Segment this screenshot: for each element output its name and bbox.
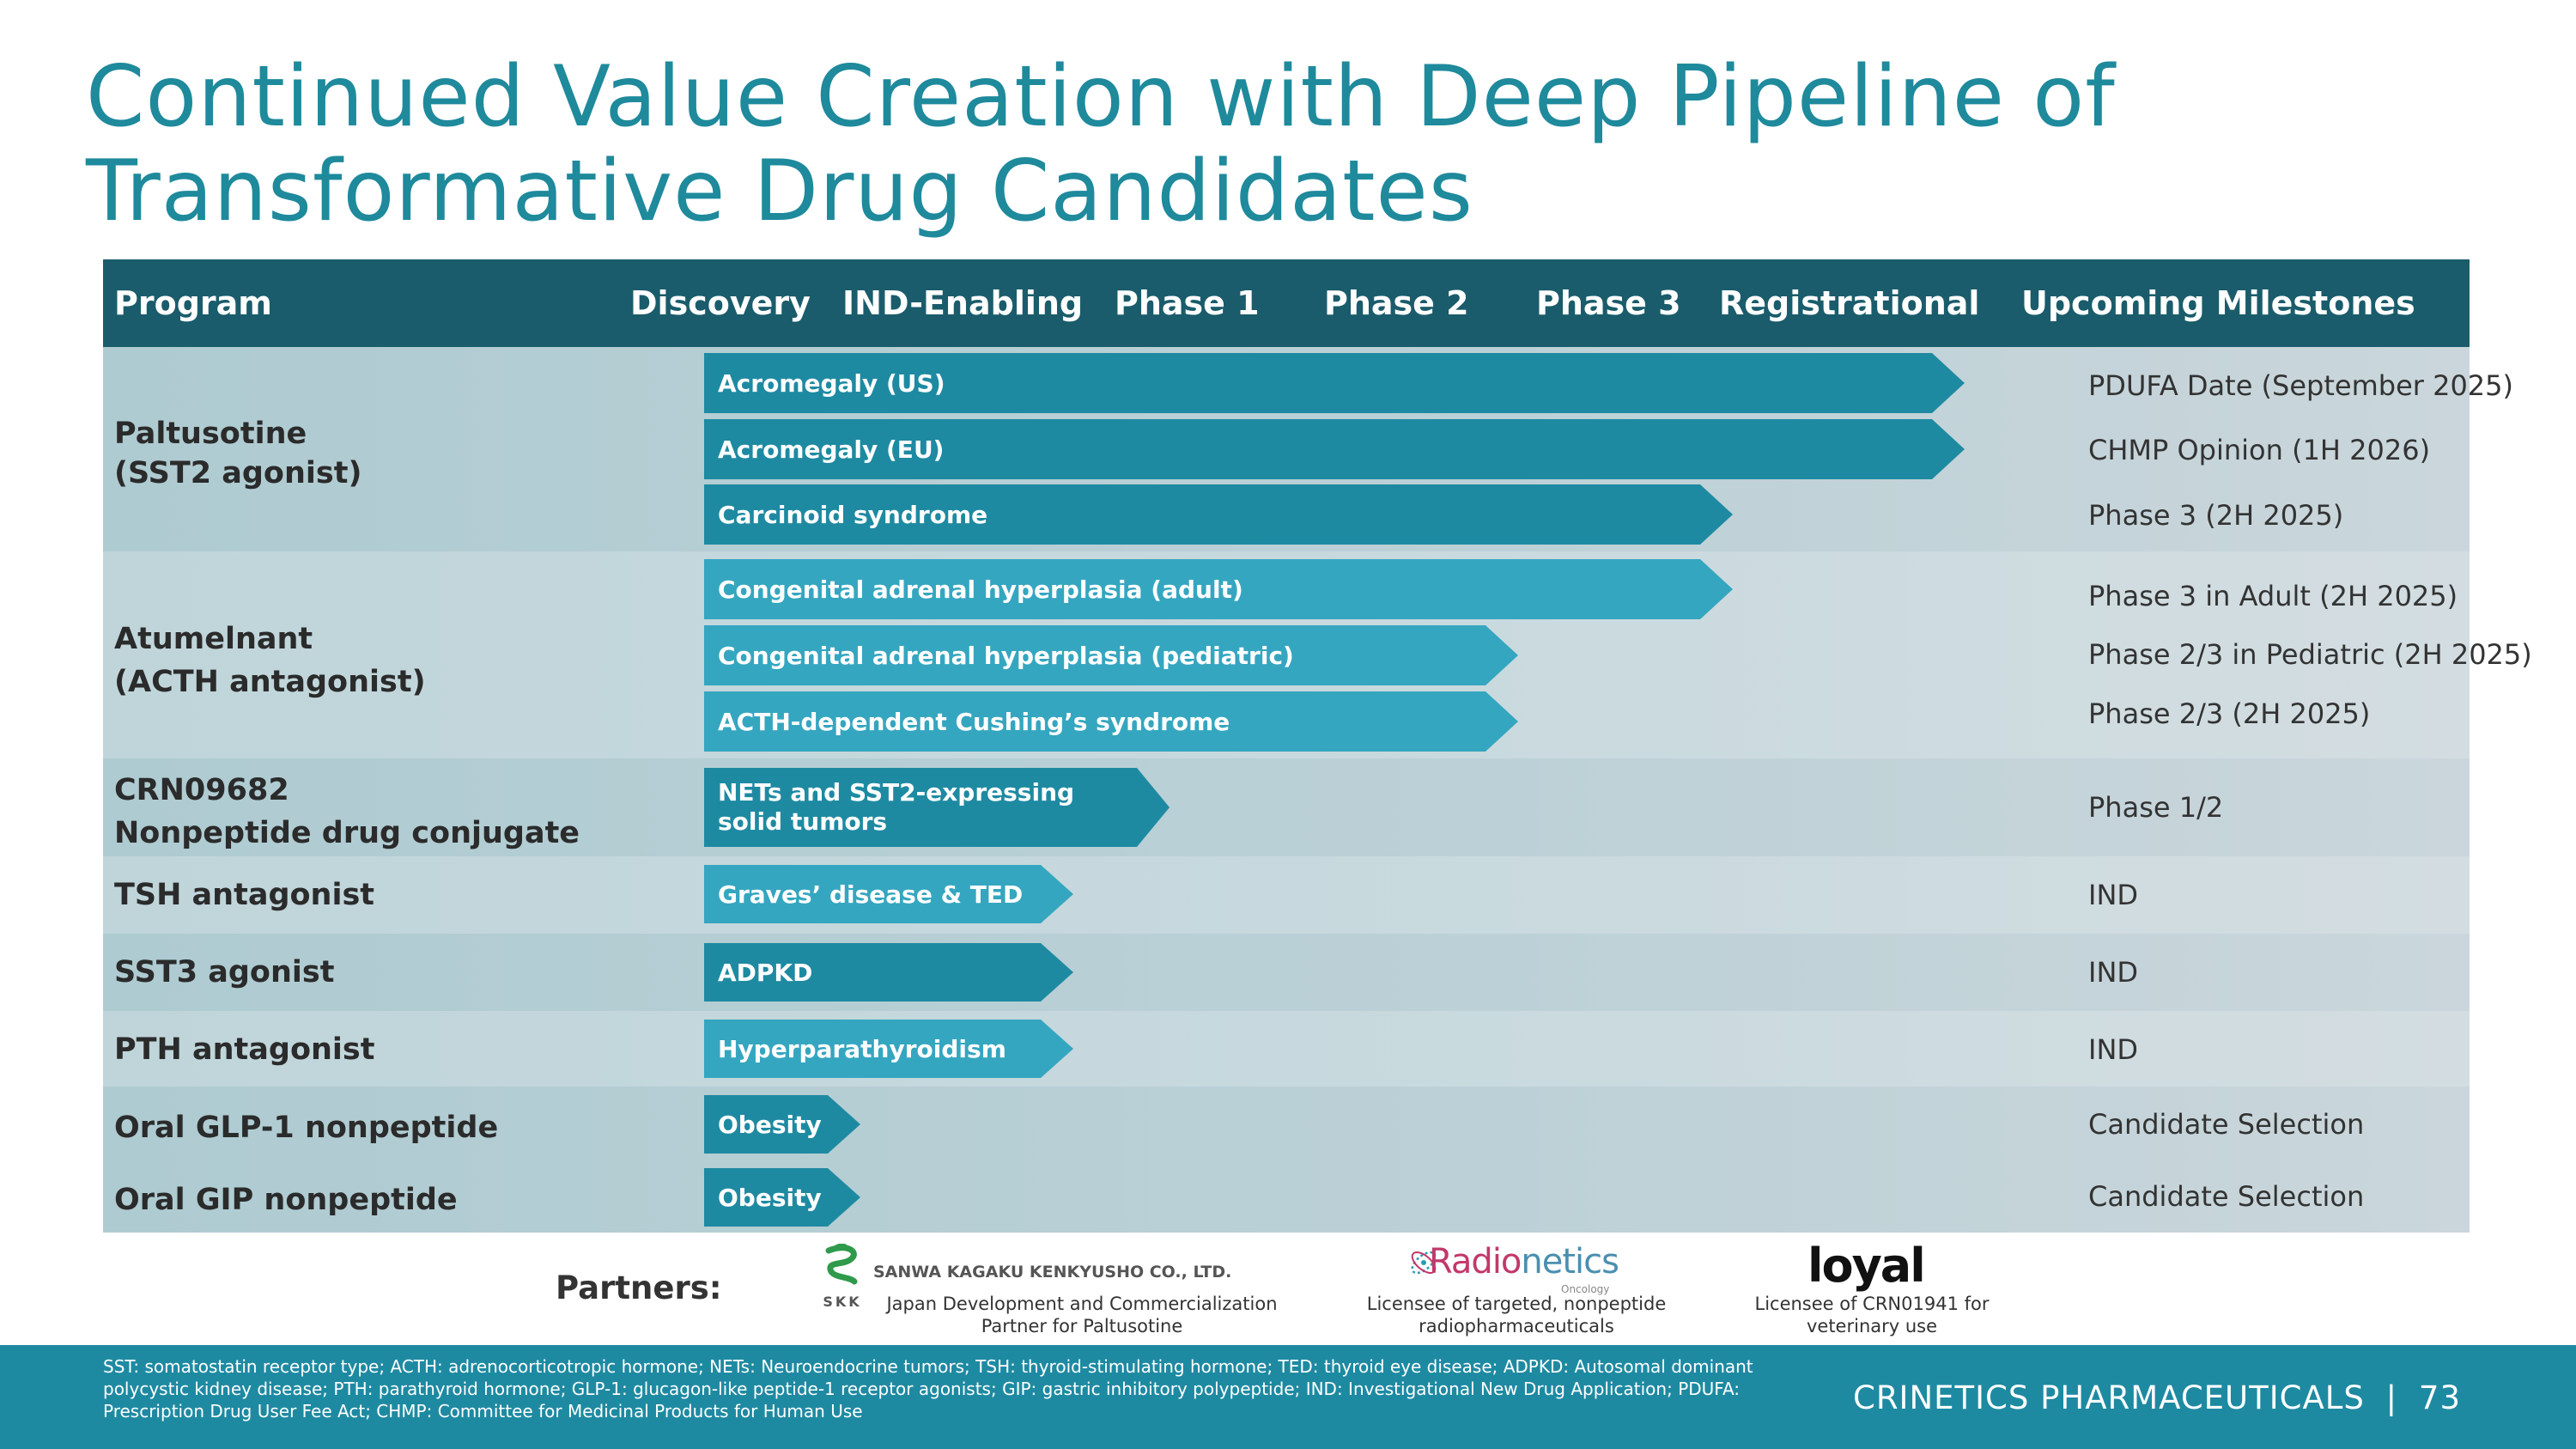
- program-name-sst3-agonist: SST3 agonist: [114, 955, 335, 989]
- program-row-oral-incretins: Oral GLP-1 nonpeptide Oral GIP nonpeptid…: [103, 1087, 2470, 1233]
- page-title: Continued Value Creation with Deep Pipel…: [86, 50, 2404, 239]
- milestone-acromegaly-eu: CHMP Opinion (1H 2026): [2088, 434, 2431, 466]
- milestone-adpkd: IND: [2088, 956, 2139, 989]
- skk-mark: SKK: [823, 1294, 862, 1310]
- radionetics-logo: Radionetics Oncology: [1405, 1237, 1628, 1297]
- pipeline-bar-acromegaly-us: Acromegaly (US): [704, 353, 1965, 413]
- partners-label: Partners:: [556, 1269, 722, 1306]
- milestone-obesity-gip: Candidate Selection: [2088, 1180, 2365, 1213]
- bar-label: ACTH-dependent Cushing’s syndrome: [718, 707, 1230, 736]
- pipeline-bar-cah-pediatric: Congenital adrenal hyperplasia (pediatri…: [704, 625, 1518, 685]
- milestone-cah-pediatric: Phase 2/3 in Pediatric (2H 2025): [2088, 638, 2532, 671]
- footer-brand: CRINETICS PHARMACEUTICALS | 73: [1853, 1379, 2461, 1416]
- header-discovery: Discovery: [630, 284, 811, 322]
- atom-icon: [1411, 1251, 1437, 1275]
- pipeline-bar-cushings-syndrome: ACTH-dependent Cushing’s syndrome: [704, 691, 1518, 752]
- program-name: Paltusotine: [114, 417, 307, 451]
- bar-label: Graves’ disease & TED: [718, 880, 1024, 909]
- header-registrational: Registrational: [1719, 284, 1980, 322]
- program-name-tsh-antagonist: TSH antagonist: [114, 878, 375, 912]
- pipeline-bar-cah-adult: Congenital adrenal hyperplasia (adult): [704, 559, 1733, 619]
- loyal-logo: loyal: [1807, 1239, 1926, 1293]
- header-phase-2: Phase 2: [1324, 284, 1469, 322]
- bar-label: Obesity: [718, 1183, 822, 1212]
- pipeline-bar-nets: NETs and SST2-expressing solid tumors: [704, 768, 1170, 847]
- page-title-line-1: Continued Value Creation with Deep Pipel…: [86, 48, 2116, 146]
- pipeline-bar-acromegaly-eu: Acromegaly (EU): [704, 419, 1965, 479]
- milestone-carcinoid-syndrome: Phase 3 (2H 2025): [2088, 499, 2344, 532]
- loyal-description-line-2: veterinary use: [1806, 1316, 1938, 1336]
- pipeline-bar-carcinoid-syndrome: Carcinoid syndrome: [704, 484, 1733, 545]
- skk-description-line-2: Partner for Paltusotine: [981, 1316, 1183, 1336]
- program-row-sst3-agonist: SST3 agonist ADPKD IND: [103, 934, 2470, 1011]
- program-name-oral-gip: Oral GIP nonpeptide: [114, 1183, 458, 1217]
- program-label-crn09682: CRN09682 Nonpeptide drug conjugate: [114, 769, 580, 855]
- loyal-description: Licensee of CRN01941 for veterinary use: [1752, 1293, 1992, 1337]
- bar-label: Acromegaly (US): [718, 368, 945, 398]
- pipeline-bar-hyperparathyroidism: Hyperparathyroidism: [704, 1020, 1073, 1078]
- milestone-acromegaly-us: PDUFA Date (September 2025): [2088, 369, 2513, 402]
- milestone-cushings-syndrome: Phase 2/3 (2H 2025): [2088, 697, 2371, 730]
- milestone-cah-adult: Phase 3 in Adult (2H 2025): [2088, 580, 2458, 612]
- bar-label: Hyperparathyroidism: [718, 1034, 1006, 1063]
- bar-label: Carcinoid syndrome: [718, 500, 988, 529]
- program-row-paltusotine: Paltusotine (SST2 agonist) Acromegaly (U…: [103, 347, 2513, 551]
- pipeline-bar-obesity-gip: Obesity: [704, 1168, 860, 1227]
- program-label-paltusotine: Paltusotine (SST2 agonist): [114, 414, 361, 493]
- bar-label: Congenital adrenal hyperplasia (adult): [718, 575, 1243, 604]
- radionetics-description: Licensee of targeted, nonpeptide radioph…: [1345, 1293, 1688, 1337]
- pipeline-table-header: Program Discovery IND-Enabling Phase 1 P…: [103, 259, 2470, 347]
- footer: SST: somatostatin receptor type; ACTH: a…: [0, 1345, 2576, 1449]
- pipeline-bar-adpkd: ADPKD: [704, 943, 1073, 1002]
- skk-description: Japan Development and Commercialization …: [859, 1293, 1305, 1337]
- program-label-atumelnant: Atumelnant (ACTH antagonist): [114, 618, 426, 703]
- header-upcoming-milestones: Upcoming Milestones: [2021, 284, 2415, 322]
- milestone-nets: Phase 1/2: [2088, 791, 2224, 824]
- program-description: (SST2 agonist): [114, 456, 362, 490]
- program-name: Atumelnant: [114, 622, 313, 656]
- radionetics-description-line-1: Licensee of targeted, nonpeptide: [1366, 1294, 1667, 1314]
- pipeline-bar-graves-ted: Graves’ disease & TED: [704, 865, 1073, 923]
- bar-label: NETs and SST2-expressing solid tumors: [718, 778, 1075, 836]
- abbreviations-footnote: SST: somatostatin receptor type; ACTH: a…: [103, 1356, 1753, 1422]
- program-name-pth-antagonist: PTH antagonist: [114, 1032, 375, 1067]
- bar-label: Congenital adrenal hyperplasia (pediatri…: [718, 641, 1294, 670]
- loyal-description-line-1: Licensee of CRN01941 for: [1754, 1294, 1990, 1314]
- program-name: CRN09682: [114, 773, 289, 807]
- milestone-hyperparathyroidism: IND: [2088, 1033, 2139, 1066]
- company-name: CRINETICS PHARMACEUTICALS: [1853, 1379, 2365, 1416]
- milestone-graves-ted: IND: [2088, 879, 2139, 911]
- page-title-line-2: Transformative Drug Candidates: [86, 143, 1473, 240]
- bar-label: Obesity: [718, 1110, 822, 1139]
- header-program: Program: [114, 284, 272, 322]
- program-row-atumelnant: Atumelnant (ACTH antagonist) Congenital …: [103, 551, 2532, 758]
- skk-leaf-icon: [825, 1243, 858, 1285]
- bar-label: Acromegaly (EU): [718, 435, 945, 464]
- program-name-oral-glp1: Oral GLP-1 nonpeptide: [114, 1111, 499, 1145]
- program-row-crn09682: CRN09682 Nonpeptide drug conjugate NETs …: [103, 758, 2470, 856]
- header-phase-1: Phase 1: [1115, 284, 1260, 322]
- program-description: Nonpeptide drug conjugate: [114, 816, 580, 850]
- radionetics-name-part-2: netics: [1521, 1242, 1619, 1282]
- header-ind-enabling: IND-Enabling: [842, 284, 1084, 322]
- milestone-obesity-glp1: Candidate Selection: [2088, 1108, 2365, 1141]
- radionetics-sub: Oncology: [1561, 1283, 1610, 1295]
- program-row-tsh-antagonist: TSH antagonist Graves’ disease & TED IND: [103, 856, 2470, 934]
- radionetics-name-part-1: Radio: [1429, 1242, 1522, 1282]
- skk-description-line-1: Japan Development and Commercialization: [886, 1294, 1278, 1314]
- pipeline-bar-obesity-glp1: Obesity: [704, 1095, 860, 1154]
- skk-company-name: SANWA KAGAKU KENKYUSHO CO., LTD.: [873, 1263, 1232, 1282]
- header-phase-3: Phase 3: [1536, 284, 1681, 322]
- program-description: (ACTH antagonist): [114, 665, 426, 699]
- radionetics-description-line-2: radiopharmaceuticals: [1419, 1316, 1614, 1336]
- bar-label: ADPKD: [718, 958, 813, 987]
- footer-separator: |: [2385, 1379, 2398, 1416]
- skk-logo: SKK: [820, 1243, 865, 1310]
- page-number: 73: [2418, 1379, 2461, 1416]
- program-row-pth-antagonist: PTH antagonist Hyperparathyroidism IND: [103, 1011, 2470, 1087]
